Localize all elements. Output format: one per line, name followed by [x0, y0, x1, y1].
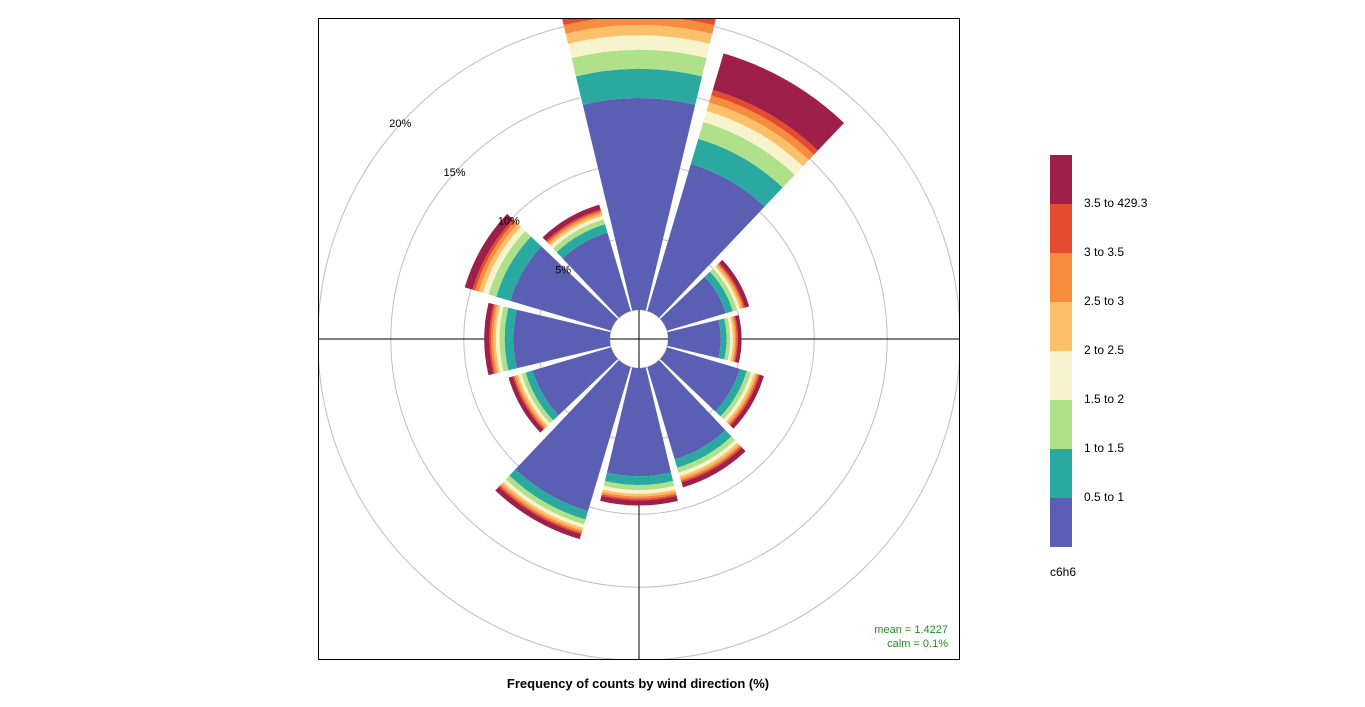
legend-label: 3.5 to 429.3: [1084, 196, 1147, 210]
plot-frame: 5%10%15%20%NESW: [318, 18, 960, 660]
legend-label: 1.5 to 2: [1084, 392, 1124, 406]
ring-label: 15%: [444, 167, 466, 179]
windrose-svg: 5%10%15%20%NESW: [319, 19, 959, 659]
legend-color-segment: [1050, 449, 1072, 498]
legend-color-segment: [1050, 302, 1072, 351]
legend-label: 3 to 3.5: [1084, 245, 1124, 259]
legend-color-segment: [1050, 498, 1072, 547]
legend-label: 0.5 to 1: [1084, 490, 1124, 504]
legend-color-segment: [1050, 253, 1072, 302]
legend-color-segment: [1050, 155, 1072, 204]
legend-colorbar: [1050, 155, 1072, 547]
legend-color-segment: [1050, 204, 1072, 253]
legend-title: c6h6: [1050, 565, 1076, 579]
legend-label: 2.5 to 3: [1084, 294, 1124, 308]
legend-label: 1 to 1.5: [1084, 441, 1124, 455]
stage: 5%10%15%20%NESW mean = 1.4227 calm = 0.1…: [0, 0, 1365, 707]
legend-color-segment: [1050, 400, 1072, 449]
legend-color-segment: [1050, 351, 1072, 400]
ring-label: 20%: [389, 118, 411, 130]
ring-label: 5%: [555, 265, 571, 277]
stat-mean: mean = 1.4227: [798, 624, 948, 636]
ring-label: 10%: [498, 216, 520, 228]
stat-calm: calm = 0.1%: [798, 638, 948, 650]
legend-label: 2 to 2.5: [1084, 343, 1124, 357]
legend: 3.5 to 429.3 3 to 3.5 2.5 to 3 2 to 2.5 1.5 …: [1050, 155, 1210, 585]
chart-caption: Frequency of counts by wind direction (%…: [318, 676, 958, 691]
